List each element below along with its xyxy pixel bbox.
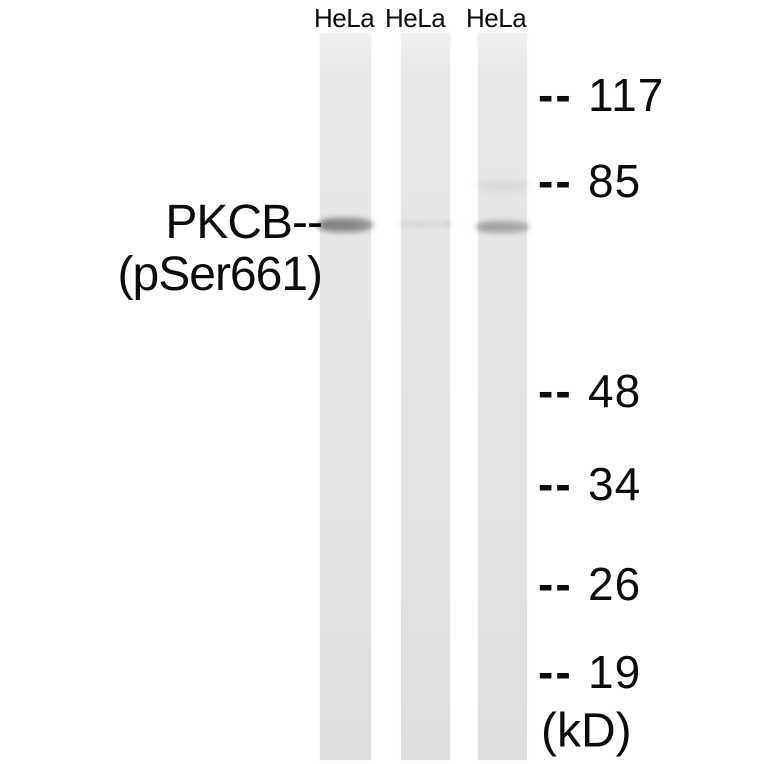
blot-lane-3 (478, 33, 527, 760)
protein-band (475, 221, 530, 233)
marker-value: 85 (588, 155, 642, 207)
marker-value: 34 (588, 458, 642, 510)
lane-label-2: HeLa (385, 3, 446, 33)
mw-marker-48: -- 48 (538, 364, 641, 418)
protein-band (317, 218, 374, 232)
antibody-target-line1: PKCB-- (165, 196, 323, 249)
marker-value: 48 (588, 365, 642, 417)
marker-tick: -- (538, 155, 573, 207)
blot-lane-1 (320, 33, 371, 760)
lane-label-1: HeLa (314, 3, 375, 33)
marker-value: 117 (588, 69, 665, 121)
mw-marker-117: -- 117 (538, 68, 664, 122)
marker-tick: -- (538, 365, 573, 417)
antibody-target-label: PKCB-- (pSer661) (117, 196, 323, 301)
mw-marker-19: -- 19 (538, 645, 641, 699)
marker-tick: -- (538, 458, 573, 510)
mw-marker-26: -- 26 (538, 557, 641, 611)
marker-tick: -- (538, 69, 573, 121)
antibody-target-line2: (pSer661) (117, 248, 323, 301)
marker-tick: -- (538, 558, 573, 610)
lane-label-3: HeLa (466, 3, 527, 33)
kilodalton-unit-label: (kD) (541, 704, 632, 758)
mw-marker-85: -- 85 (538, 154, 641, 208)
protein-band (475, 181, 530, 191)
blot-lane-2 (401, 33, 450, 760)
marker-value: 19 (588, 646, 642, 698)
marker-tick: -- (538, 646, 573, 698)
mw-marker-34: -- 34 (538, 457, 641, 511)
protein-band (398, 219, 453, 229)
marker-value: 26 (588, 558, 642, 610)
